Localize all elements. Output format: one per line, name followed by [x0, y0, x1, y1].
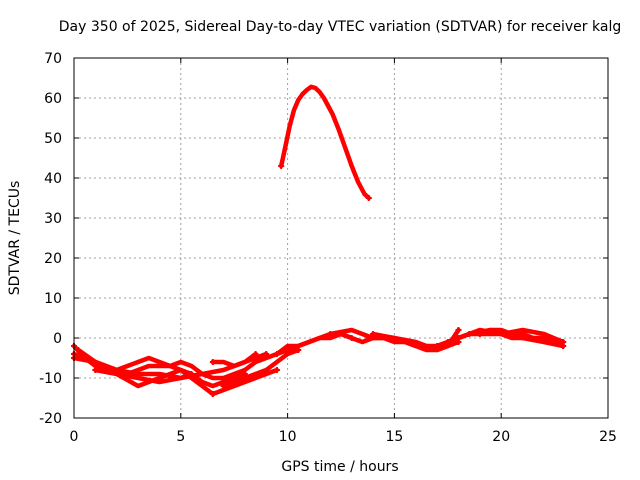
- x-tick-label: 5: [176, 429, 185, 445]
- series-endpoint-marker: [75, 347, 82, 353]
- series-endpoint-marker: [365, 195, 372, 201]
- series-endpoint-marker: [560, 343, 567, 349]
- series-endpoint-marker: [278, 163, 285, 169]
- series-endpoint-marker: [273, 367, 280, 373]
- x-tick-label: 20: [492, 429, 510, 445]
- series-endpoint-marker: [92, 367, 99, 373]
- series-endpoint-marker: [455, 335, 462, 341]
- series-endpoint-marker: [209, 359, 216, 365]
- series-endpoint-marker: [466, 331, 473, 337]
- series-endpoint-marker: [209, 391, 216, 397]
- y-tick-label: 50: [44, 131, 62, 147]
- y-tick-label: 20: [44, 251, 62, 267]
- series-arc-d: [76, 347, 194, 385]
- axis-ticks: 0 5 10 15 20 25 -20 -10 0 10 20 30 40 50 60 70: [39, 51, 617, 445]
- series-arc-o: [466, 327, 566, 349]
- y-tick-label: -20: [39, 411, 62, 427]
- x-tick-label: 25: [599, 429, 617, 445]
- plot-frame: [73, 57, 609, 419]
- y-tick-label: 10: [44, 291, 62, 307]
- y-tick-label: -10: [39, 371, 62, 387]
- x-tick-label: 15: [385, 429, 403, 445]
- chart-title: Day 350 of 2025, Sidereal Day-to-day VTE…: [59, 19, 621, 35]
- x-tick-label: 10: [279, 429, 297, 445]
- series-arc-n: [477, 327, 566, 345]
- series-endpoint-marker: [220, 383, 227, 389]
- series-layer: [71, 84, 567, 397]
- series-arc-g: [210, 367, 280, 397]
- y-tick-label: 30: [44, 211, 62, 227]
- y-tick-label: 70: [44, 51, 62, 67]
- x-axis-label: GPS time / hours: [281, 459, 398, 475]
- x-tick-label: 0: [70, 429, 79, 445]
- series-arc-e: [93, 367, 216, 397]
- y-tick-label: 40: [44, 171, 62, 187]
- series-arc-h: [221, 347, 301, 389]
- series-arc-high: [278, 84, 372, 201]
- y-tick-label: 60: [44, 91, 62, 107]
- series-endpoint-marker: [252, 351, 259, 357]
- y-axis-label: SDTVAR / TECUs: [7, 181, 23, 296]
- series-endpoint-marker: [455, 327, 462, 333]
- series-endpoint-marker: [273, 351, 280, 357]
- series-arc-k: [370, 327, 461, 353]
- series-endpoint-marker: [370, 331, 377, 337]
- series-endpoint-marker: [263, 351, 270, 357]
- series-arc-f: [210, 351, 258, 369]
- series-endpoint-marker: [327, 331, 334, 337]
- series-arc-b: [71, 351, 248, 389]
- series-endpoint-marker: [434, 343, 441, 349]
- y-tick-label: 0: [53, 331, 62, 347]
